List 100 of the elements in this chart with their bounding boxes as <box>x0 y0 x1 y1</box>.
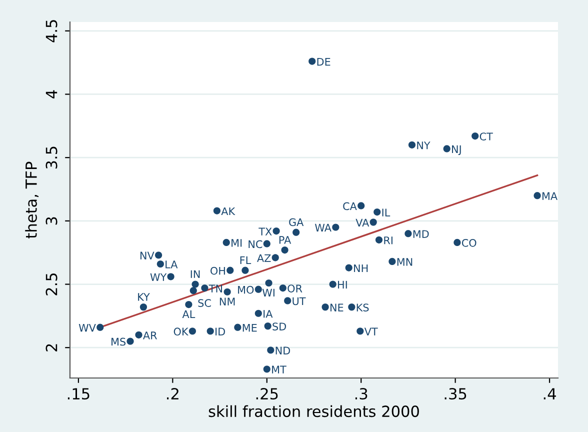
data-label: ND <box>276 346 290 354</box>
data-label: MD <box>413 230 429 238</box>
point <box>472 132 479 140</box>
point <box>96 324 104 331</box>
x-tick-label: .4 <box>544 388 556 400</box>
y-tick-label: 2 <box>46 344 58 352</box>
x-tick-label: .3 <box>355 388 368 400</box>
data-label: MO <box>238 286 254 294</box>
data-label: NE <box>330 304 344 312</box>
point <box>222 238 230 246</box>
x-tick-label: .2 <box>167 388 178 400</box>
point <box>201 284 208 292</box>
data-label: MS <box>112 338 126 346</box>
data-label: OH <box>210 266 225 275</box>
data-label: WV <box>78 324 96 332</box>
data-label: NM <box>220 298 235 306</box>
data-label: IA <box>264 310 273 318</box>
point <box>408 141 416 148</box>
data-label: KY <box>138 293 150 301</box>
data-label: MT <box>272 366 286 374</box>
data-label: MI <box>232 239 242 247</box>
point <box>272 228 280 235</box>
point <box>213 207 220 214</box>
data-label: AK <box>221 207 236 216</box>
data-label: WI <box>262 288 274 296</box>
point <box>156 260 164 268</box>
point <box>263 366 270 373</box>
point <box>167 273 174 280</box>
point <box>254 286 262 293</box>
point <box>140 304 147 311</box>
point <box>242 266 249 274</box>
point <box>356 328 364 335</box>
data-label: PA <box>279 236 292 244</box>
y-tick-label: 3.5 <box>46 146 58 169</box>
data-label: TX <box>258 228 272 236</box>
data-label: NJ <box>452 145 461 156</box>
y-tick-label: 3 <box>46 217 58 225</box>
point <box>375 236 383 244</box>
data-label: WY <box>150 273 167 281</box>
data-label: VT <box>364 328 378 336</box>
point <box>188 328 196 335</box>
point <box>190 287 197 294</box>
point <box>332 224 340 231</box>
point <box>234 324 242 331</box>
data-label: NV <box>140 252 154 260</box>
point <box>329 280 336 288</box>
point <box>443 145 450 152</box>
x-axis-title: skill fraction residents 2000 <box>208 405 419 418</box>
point <box>348 304 356 311</box>
data-label: KS <box>356 304 369 312</box>
point <box>284 297 292 304</box>
data-label: ID <box>216 328 225 336</box>
data-label: SD <box>272 322 286 330</box>
data-label: IN <box>190 270 200 278</box>
x-tick-label: .15 <box>68 388 90 400</box>
data-label: DE <box>317 58 330 66</box>
point <box>226 266 234 274</box>
data-label: FL <box>240 256 252 264</box>
point <box>185 300 192 308</box>
data-label: MA <box>542 192 558 200</box>
data-label: AL <box>182 310 196 318</box>
data-label: CA <box>343 202 357 210</box>
data-label: NH <box>354 264 368 272</box>
point <box>281 246 288 254</box>
data-label: SC <box>198 299 211 307</box>
point <box>370 218 377 226</box>
point <box>254 310 262 317</box>
point <box>135 331 142 338</box>
x-tick-label: .25 <box>256 388 278 400</box>
point <box>279 284 286 292</box>
data-label: GA <box>289 218 304 226</box>
data-label: AZ <box>257 254 271 262</box>
data-label: OR <box>288 284 302 292</box>
data-label: CT <box>480 132 493 140</box>
point <box>126 338 134 345</box>
data-label: ME <box>242 324 257 332</box>
data-label: IL <box>382 208 390 216</box>
point <box>263 240 270 248</box>
data-label: WA <box>314 224 332 232</box>
data-label: AR <box>143 332 157 340</box>
point <box>388 258 396 265</box>
point <box>264 322 272 330</box>
point <box>206 328 214 335</box>
data-label: UT <box>292 297 306 306</box>
y-axis-title: theta, TFP <box>25 162 39 238</box>
data-label: HI <box>338 280 347 289</box>
point <box>292 228 300 236</box>
point <box>374 208 381 216</box>
data-label: RI <box>384 236 392 244</box>
point <box>534 192 541 200</box>
data-label: NY <box>417 142 430 150</box>
point <box>192 280 199 288</box>
data-label: OK <box>174 328 189 336</box>
point <box>404 230 412 238</box>
point <box>345 264 352 272</box>
point <box>308 58 316 65</box>
data-label: VA <box>356 218 370 226</box>
x-tick-label: .35 <box>444 388 466 400</box>
y-tick-label: 4.5 <box>46 20 58 42</box>
data-label: CO <box>462 238 476 247</box>
